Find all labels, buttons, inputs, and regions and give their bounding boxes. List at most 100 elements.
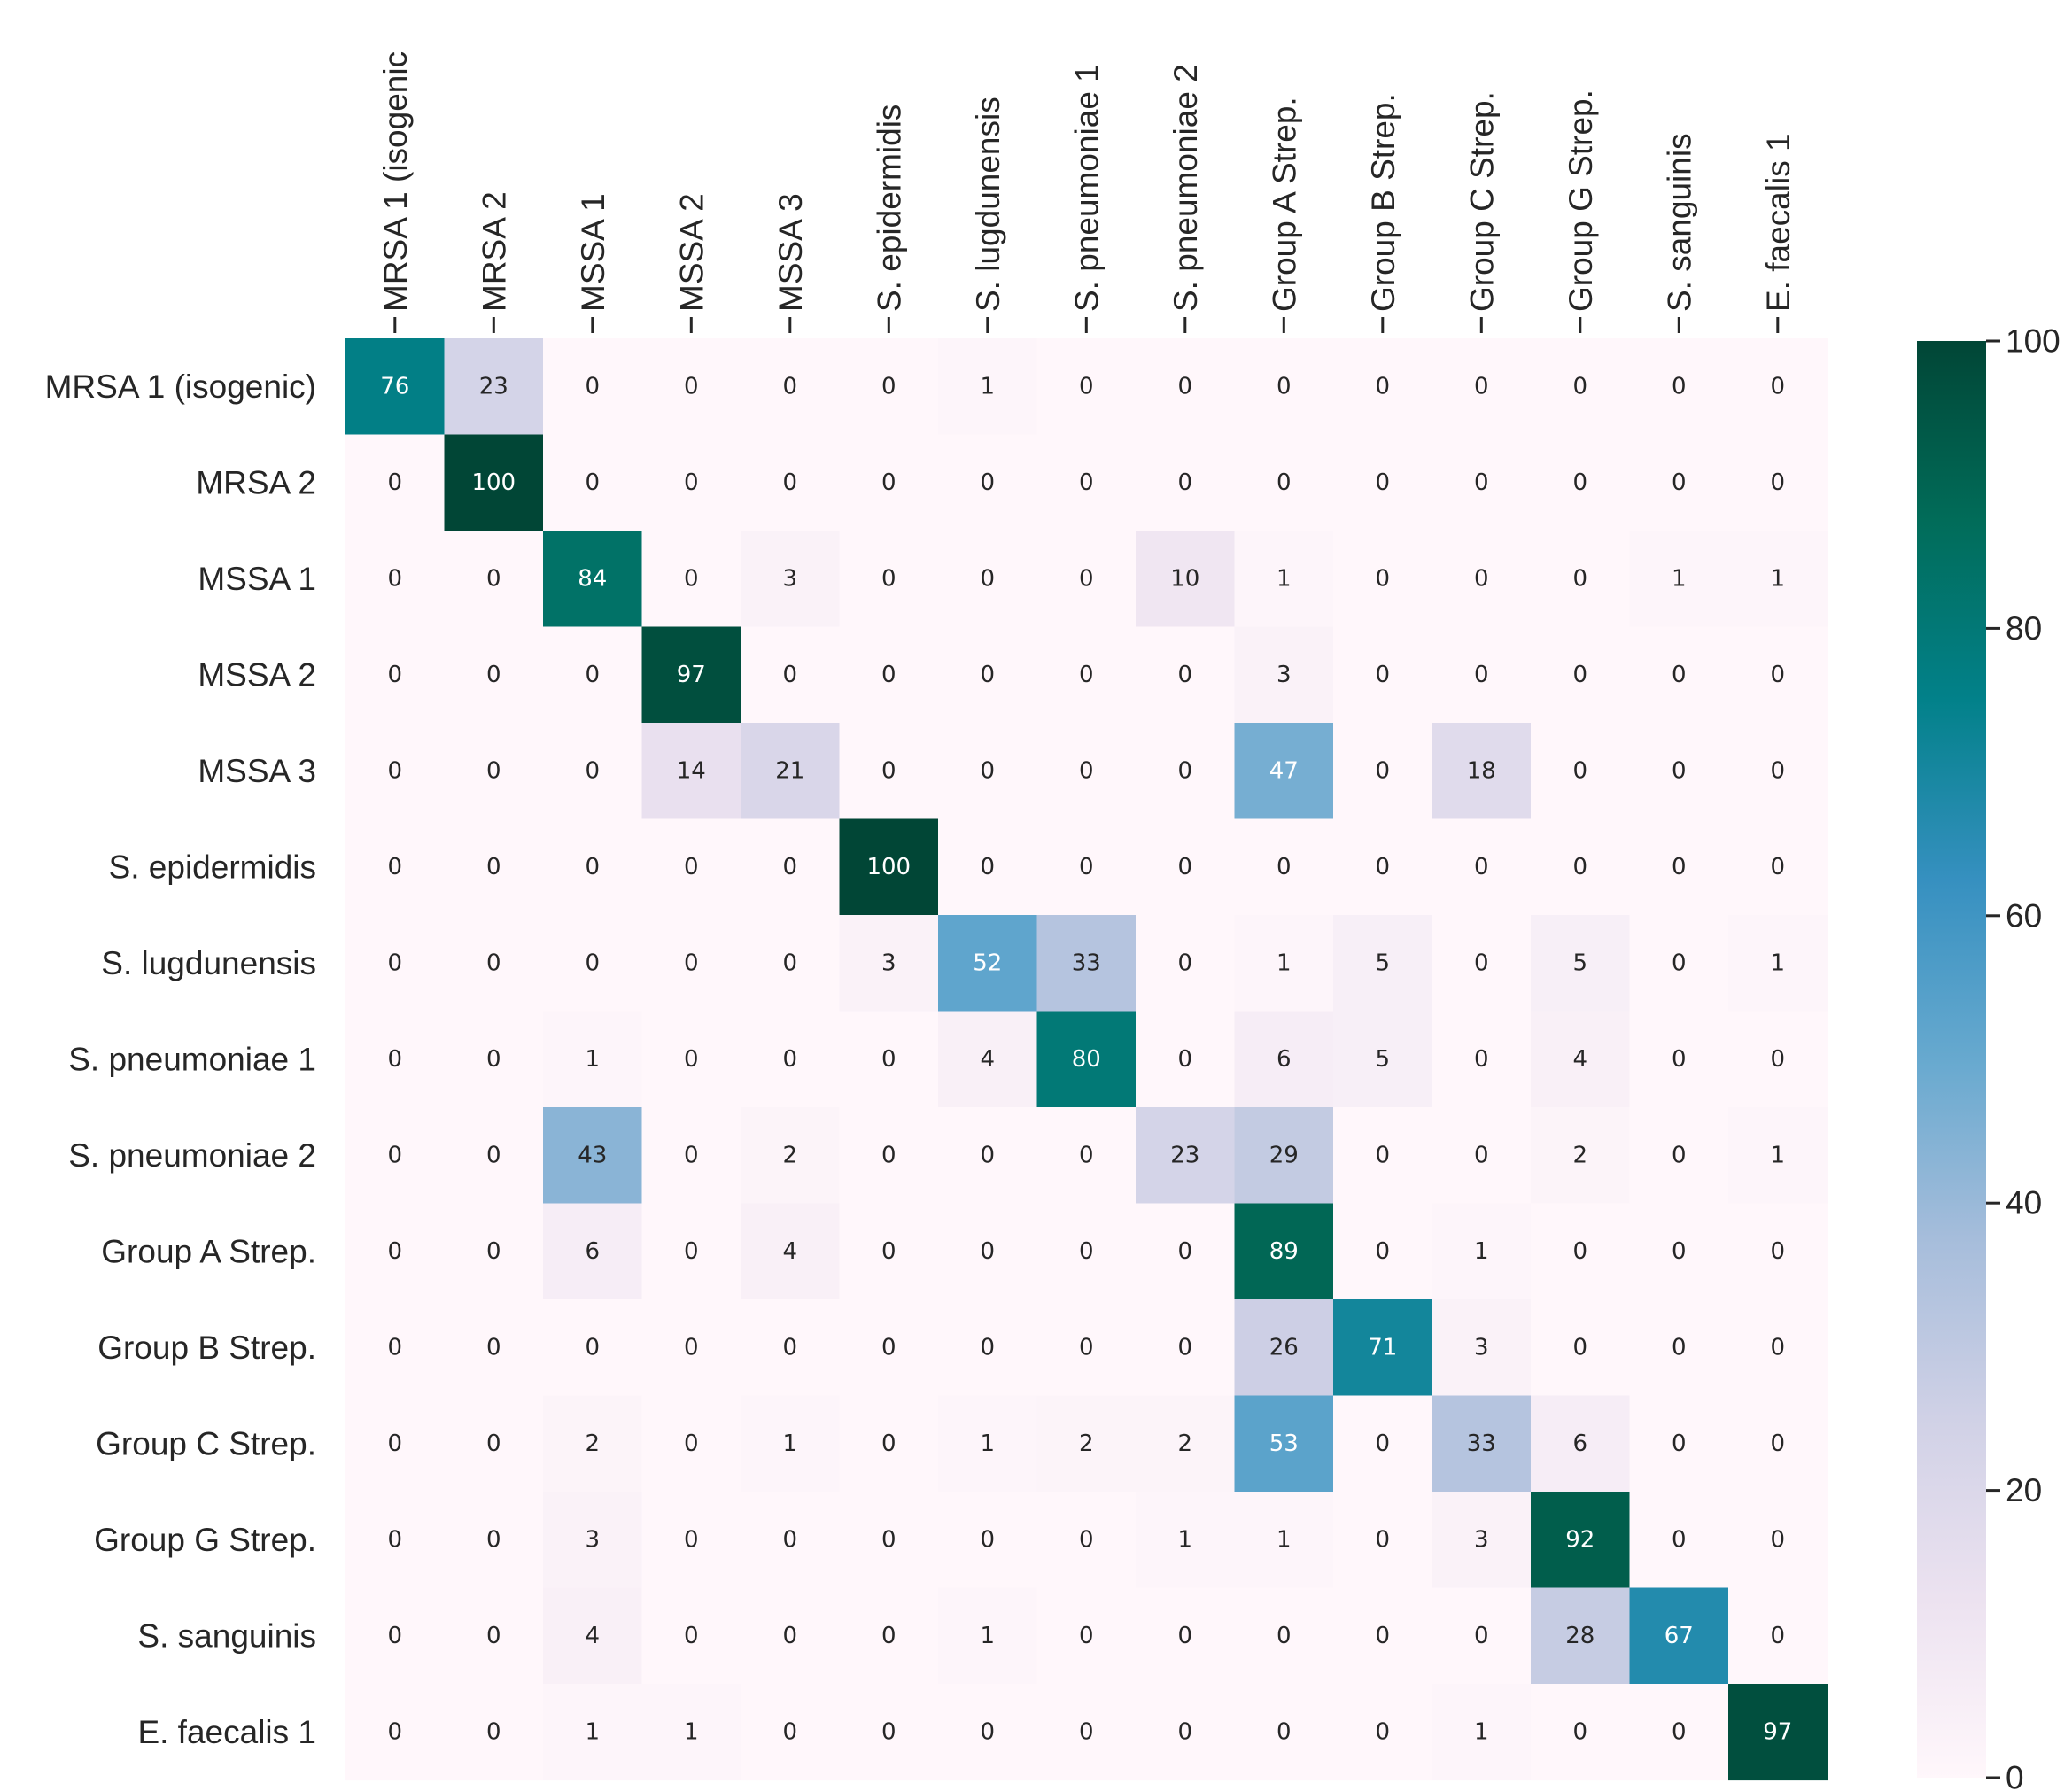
cell-value-r5-c13: 0 xyxy=(1672,854,1687,880)
cell-value-r10-c3: 0 xyxy=(684,1334,699,1361)
heatmap-cell-r13-c7 xyxy=(1036,1587,1137,1685)
cell-value-r11-c12: 6 xyxy=(1573,1430,1588,1457)
row-label-9: Group A Strep. xyxy=(101,1233,316,1269)
cell-value-r10-c8: 0 xyxy=(1178,1334,1193,1361)
heatmap-cell-r4-c14 xyxy=(1728,723,1828,820)
cell-value-r11-c9: 53 xyxy=(1269,1430,1299,1457)
heatmap-cell-r11-c12 xyxy=(1531,1395,1631,1492)
heatmap-cell-r9-c9 xyxy=(1234,1203,1334,1300)
cell-value-r2-c7: 0 xyxy=(1079,565,1094,592)
cell-value-r14-c3: 1 xyxy=(684,1718,699,1745)
heatmap-cell-r5-c3 xyxy=(641,818,741,916)
cell-value-r3-c2: 0 xyxy=(586,662,601,688)
heatmap-cell-r11-c13 xyxy=(1629,1395,1729,1492)
heatmap-cell-r8-c3 xyxy=(641,1107,741,1205)
cell-value-r3-c10: 0 xyxy=(1376,662,1391,688)
heatmap-cell-r0-c2 xyxy=(543,338,643,436)
cell-value-r13-c8: 0 xyxy=(1178,1623,1193,1649)
heatmap-cell-r10-c5 xyxy=(839,1299,939,1397)
heatmap-cell-r1-c8 xyxy=(1136,434,1236,531)
heatmap-cell-r2-c5 xyxy=(839,531,939,628)
cell-value-r2-c6: 0 xyxy=(981,565,996,592)
heatmap-cell-r10-c8 xyxy=(1136,1299,1236,1397)
cell-value-r0-c2: 0 xyxy=(586,373,601,399)
cell-value-r2-c3: 0 xyxy=(684,565,699,592)
cell-value-r11-c0: 0 xyxy=(388,1430,403,1457)
heatmap-cell-r1-c6 xyxy=(938,434,1038,531)
cell-value-r7-c14: 0 xyxy=(1771,1046,1786,1073)
heatmap-cell-r0-c12 xyxy=(1531,338,1631,436)
cell-value-r14-c11: 1 xyxy=(1474,1718,1489,1745)
heatmap-cell-r1-c1 xyxy=(444,434,544,531)
cell-value-r13-c1: 0 xyxy=(486,1623,501,1649)
cell-value-r14-c1: 0 xyxy=(486,1718,501,1745)
heatmap-cell-r12-c2 xyxy=(543,1492,643,1589)
cell-value-r3-c6: 0 xyxy=(981,662,996,688)
cell-value-r4-c13: 0 xyxy=(1672,757,1687,784)
cell-value-r3-c8: 0 xyxy=(1178,662,1193,688)
col-label-11: Group C Strep. xyxy=(1463,91,1500,312)
cell-value-r14-c10: 0 xyxy=(1376,1718,1391,1745)
heatmap-cell-r0-c1 xyxy=(444,338,544,436)
heatmap-cell-r3-c6 xyxy=(938,626,1038,724)
heatmap-cell-r14-c13 xyxy=(1629,1684,1729,1781)
heatmap-cell-r10-c6 xyxy=(938,1299,1038,1397)
heatmap-cell-r13-c9 xyxy=(1234,1587,1334,1685)
cell-value-r14-c5: 0 xyxy=(881,1718,896,1745)
cell-value-r8-c2: 43 xyxy=(578,1142,607,1168)
heatmap-cell-r9-c11 xyxy=(1432,1203,1532,1300)
heatmap-cell-r8-c9 xyxy=(1234,1107,1334,1205)
cell-value-r6-c1: 0 xyxy=(486,950,501,976)
heatmap-cell-r11-c11 xyxy=(1432,1395,1532,1492)
heatmap-cell-r14-c5 xyxy=(839,1684,939,1781)
cell-value-r3-c3: 97 xyxy=(677,662,706,688)
heatmap-cell-r5-c6 xyxy=(938,818,1038,916)
cell-value-r4-c6: 0 xyxy=(981,757,996,784)
cell-value-r6-c10: 5 xyxy=(1376,950,1391,976)
cell-value-r10-c6: 0 xyxy=(981,1334,996,1361)
heatmap-cell-r0-c11 xyxy=(1432,338,1532,436)
cell-value-r7-c11: 0 xyxy=(1474,1046,1489,1073)
heatmap-cell-r9-c12 xyxy=(1531,1203,1631,1300)
heatmap-cell-r8-c12 xyxy=(1531,1107,1631,1205)
cell-value-r9-c2: 6 xyxy=(586,1238,601,1265)
heatmap-cell-r5-c8 xyxy=(1136,818,1236,916)
heatmap-cell-r6-c11 xyxy=(1432,915,1532,1012)
heatmap-cell-r7-c5 xyxy=(839,1011,939,1108)
cell-value-r8-c3: 0 xyxy=(684,1142,699,1168)
heatmap-cell-r10-c1 xyxy=(444,1299,544,1397)
heatmap-cell-r3-c4 xyxy=(741,626,841,724)
heatmap-cell-r6-c5 xyxy=(839,915,939,1012)
cell-value-r10-c2: 0 xyxy=(586,1334,601,1361)
cell-value-r5-c11: 0 xyxy=(1474,854,1489,880)
cell-value-r1-c8: 0 xyxy=(1178,469,1193,496)
cell-value-r11-c11: 33 xyxy=(1467,1430,1496,1457)
heatmap-cell-r9-c6 xyxy=(938,1203,1038,1300)
heatmap-cell-r10-c11 xyxy=(1432,1299,1532,1397)
heatmap-cell-r13-c5 xyxy=(839,1587,939,1685)
cell-value-r0-c1: 23 xyxy=(479,373,508,399)
cell-value-r4-c0: 0 xyxy=(388,757,403,784)
heatmap-cell-r11-c4 xyxy=(741,1395,841,1492)
cell-value-r9-c8: 0 xyxy=(1178,1238,1193,1265)
heatmap-cell-r13-c6 xyxy=(938,1587,1038,1685)
cell-value-r9-c0: 0 xyxy=(388,1238,403,1265)
cell-value-r11-c2: 2 xyxy=(586,1430,601,1457)
cell-value-r8-c12: 2 xyxy=(1573,1142,1588,1168)
heatmap-cell-r4-c1 xyxy=(444,723,544,820)
cell-value-r2-c4: 3 xyxy=(783,565,798,592)
heatmap-cell-r2-c8 xyxy=(1136,531,1236,628)
heatmap-cell-r13-c1 xyxy=(444,1587,544,1685)
colorbar-tick-label-5: 100 xyxy=(2006,323,2060,360)
cell-value-r3-c12: 0 xyxy=(1573,662,1588,688)
heatmap-cell-r1-c14 xyxy=(1728,434,1828,531)
cell-value-r4-c3: 14 xyxy=(677,757,706,784)
cell-value-r13-c11: 0 xyxy=(1474,1623,1489,1649)
heatmap-cell-r13-c3 xyxy=(641,1587,741,1685)
heatmap-cell-r9-c10 xyxy=(1333,1203,1433,1300)
cell-value-r12-c3: 0 xyxy=(684,1526,699,1553)
col-label-9: Group A Strep. xyxy=(1266,97,1302,312)
cell-value-r12-c0: 0 xyxy=(388,1526,403,1553)
cell-value-r9-c1: 0 xyxy=(486,1238,501,1265)
cell-value-r0-c0: 76 xyxy=(380,373,409,399)
